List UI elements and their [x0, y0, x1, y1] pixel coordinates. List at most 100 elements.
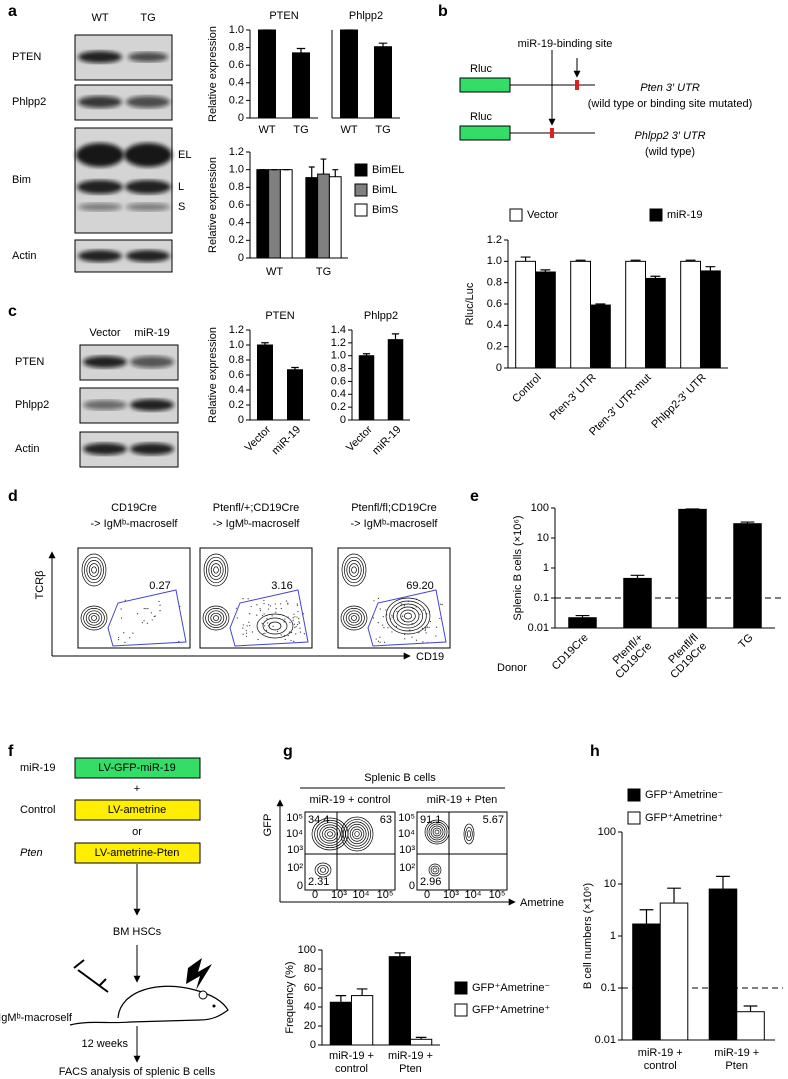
error-bar: [320, 158, 327, 175]
event: [295, 625, 297, 628]
event: [302, 613, 305, 615]
y-axis-label: Splenic B cells (×10⁶): [512, 515, 524, 620]
contour: [319, 824, 341, 844]
event: [287, 602, 289, 604]
contour: [432, 867, 438, 873]
contour: [262, 617, 288, 635]
event: [284, 638, 286, 641]
contour: [91, 615, 97, 621]
event: [283, 621, 285, 623]
vector-label: LV-ametrine-Pten: [95, 847, 180, 859]
event: [284, 618, 286, 620]
bar: [515, 260, 537, 369]
event: [280, 607, 282, 610]
y-tick-label: 0.8: [331, 362, 346, 374]
event: [141, 622, 143, 624]
contour: [88, 563, 100, 577]
band-label: L: [178, 181, 184, 193]
flow-tick: 10⁵: [377, 889, 394, 901]
legend-swatch: [354, 203, 368, 217]
event: [422, 641, 424, 643]
event: [245, 630, 247, 632]
flow-tick: 0: [297, 880, 303, 892]
construct-name: Pten 3′ UTR: [640, 82, 700, 94]
event: [381, 624, 384, 626]
bar: [258, 29, 276, 119]
contour: [202, 605, 230, 631]
y-tick-label: 20: [304, 1020, 316, 1032]
construct-note: (wild type or binding site mutated): [588, 98, 752, 110]
event: [400, 603, 402, 605]
event: [379, 641, 381, 643]
event: [292, 619, 294, 621]
event: [259, 609, 262, 612]
contour: [340, 816, 374, 852]
contour: [210, 612, 222, 624]
contour: [86, 560, 102, 580]
event: [409, 629, 411, 631]
bar: [590, 304, 611, 369]
y-tick-label: 0.8: [229, 354, 244, 366]
event: [117, 639, 120, 641]
event: [271, 615, 273, 617]
plot-title: miR-19 + control: [309, 794, 390, 806]
event: [299, 627, 301, 629]
contour: [403, 612, 413, 620]
event: [246, 625, 248, 627]
flow-tick: 10⁵: [286, 812, 303, 824]
row-label: Actin: [15, 443, 39, 455]
contour: [432, 827, 442, 837]
band: [77, 180, 123, 194]
bar: [678, 508, 707, 629]
contour: [466, 830, 472, 838]
event: [289, 621, 291, 624]
contour: [349, 826, 365, 842]
event: [293, 640, 295, 642]
error-bar: [391, 333, 400, 340]
contour: [324, 829, 336, 839]
flow-tick: 10³: [399, 844, 415, 856]
axis-label: GFP: [262, 814, 274, 837]
binding-site: [550, 128, 554, 138]
y-tick-label: 0.4: [487, 319, 502, 331]
y-tick-label: 0.01: [595, 1034, 616, 1046]
flow-tick: 10⁴: [353, 889, 370, 901]
x-tick-label: TG: [293, 124, 308, 136]
flow-plot: [416, 811, 508, 891]
panel-label: e: [470, 488, 479, 505]
y-tick-label: 0.6: [229, 59, 244, 71]
flow-plot: [304, 811, 396, 891]
event: [375, 638, 377, 640]
event: [159, 610, 161, 612]
x-tick-label: miR-19: [270, 424, 304, 458]
y-tick-label: 0.4: [229, 217, 244, 229]
contour: [396, 606, 420, 626]
legend-swatch: [354, 163, 368, 177]
contour: [343, 608, 365, 628]
flow-plot: [337, 547, 451, 649]
bar: [410, 1038, 433, 1046]
y-tick-label: 0.6: [331, 375, 346, 387]
axis-label: Ametrine: [520, 897, 564, 909]
y-tick-label: 0.2: [229, 399, 244, 411]
flow-tick: 10²: [287, 862, 303, 874]
legend-label: GFP⁺Ametrine⁻: [645, 789, 723, 801]
gate-value: 3.16: [271, 580, 292, 592]
contour: [465, 826, 473, 842]
event: [386, 614, 388, 616]
band: [78, 250, 122, 262]
step-label: 12 weeks: [82, 1038, 129, 1050]
mouse: [69, 985, 229, 1026]
x-tick-label: control: [335, 1063, 368, 1075]
bar: [387, 339, 404, 421]
event: [422, 609, 424, 611]
y-tick-label: 0: [238, 252, 244, 264]
y-tick-label: 0: [238, 112, 244, 124]
contour: [351, 566, 357, 574]
event: [285, 600, 288, 602]
event: [263, 599, 265, 602]
event: [123, 632, 125, 634]
event: [435, 635, 437, 637]
x-tick-label: Control: [510, 372, 544, 406]
